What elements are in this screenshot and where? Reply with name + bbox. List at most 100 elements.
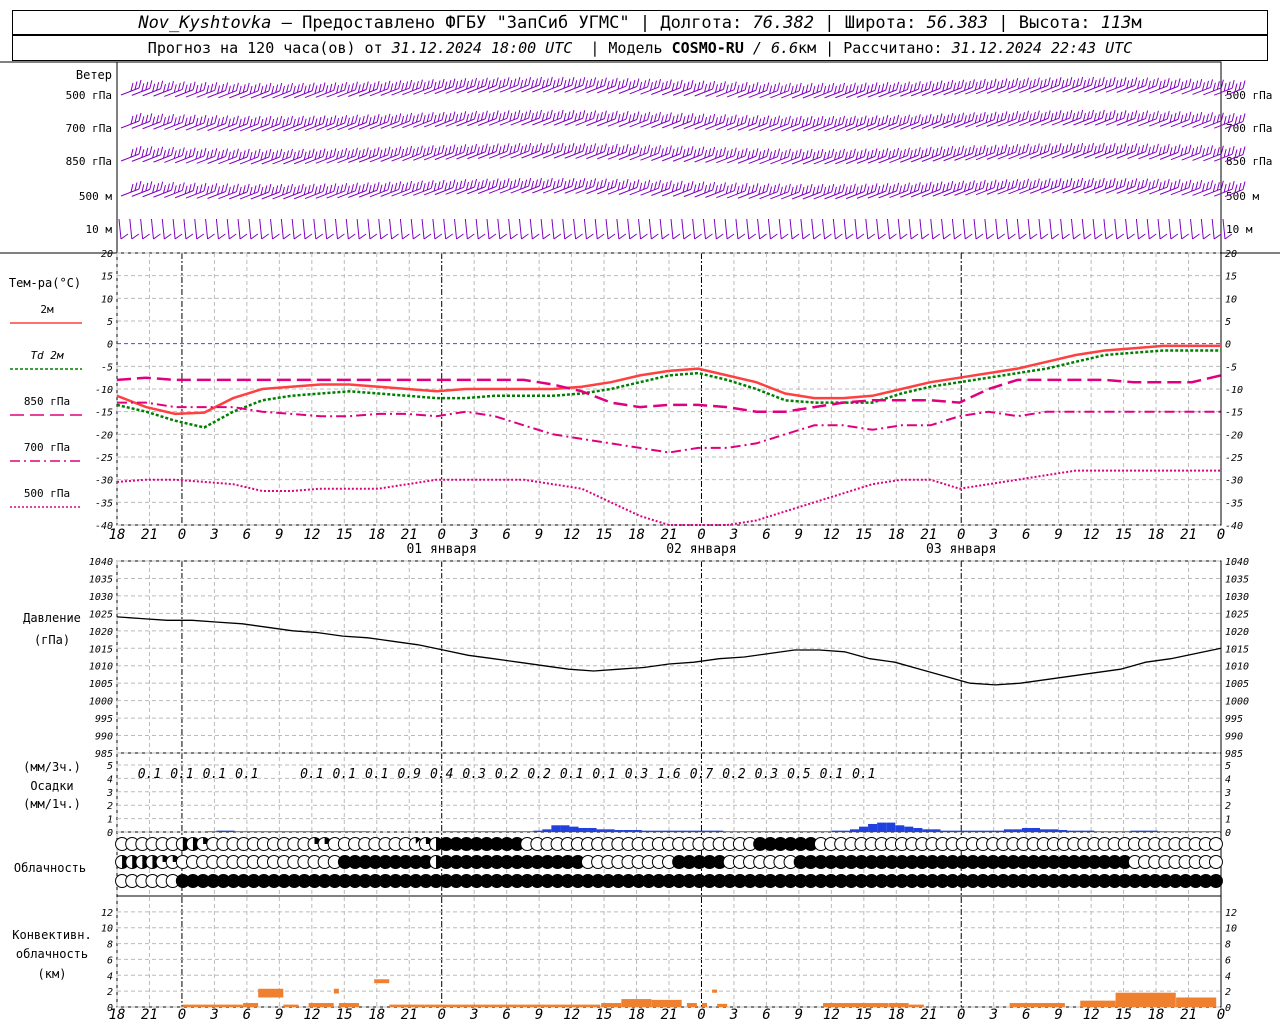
wind-barb-feather — [380, 233, 389, 240]
wind-barb-feather — [714, 117, 718, 126]
model-resolution-unit: км — [798, 39, 817, 57]
wind-barb-feather — [1039, 113, 1043, 122]
wind-barb-feather — [866, 85, 870, 94]
wind-barb-feather — [567, 78, 571, 87]
wind-barb — [824, 123, 843, 132]
wind-barb-feather — [1162, 145, 1166, 154]
precip-bar — [1121, 831, 1131, 832]
wind-level-label-right: 850 гПа — [1226, 155, 1272, 168]
wind-barb-feather — [1227, 114, 1231, 123]
wind-barb — [1116, 84, 1135, 93]
wind-barb-feather — [279, 183, 283, 193]
wind-barb-feather — [203, 81, 207, 91]
wind-barb-feather — [1238, 81, 1242, 91]
wind-barb-feather — [978, 146, 982, 155]
wind-barb-feather — [1173, 145, 1177, 155]
wind-barb-feather — [1137, 181, 1141, 190]
wind-barb-feather — [982, 179, 986, 189]
wind-barb — [835, 156, 854, 165]
precip-bar — [632, 829, 642, 832]
x-tick-label: 21 — [141, 527, 158, 543]
wind-barb — [954, 86, 973, 95]
wind-barb-feather — [268, 82, 272, 92]
wind-barb-feather — [759, 233, 767, 240]
x-tick-label: 12 — [563, 1007, 580, 1023]
wind-barb-feather — [415, 81, 419, 90]
wind-barb — [391, 87, 410, 96]
wind-barb-feather — [275, 117, 279, 126]
wind-barb — [367, 218, 371, 240]
wind-barb-feather — [618, 233, 627, 240]
wind-barb — [153, 189, 172, 198]
wind-barb-feather — [628, 114, 632, 123]
wind-barb — [716, 190, 735, 199]
wind-barb — [410, 218, 414, 240]
wind-barb — [908, 218, 912, 240]
wind-barb — [757, 218, 761, 240]
wind-barb-feather — [509, 146, 513, 155]
wind-barb — [835, 191, 854, 200]
wind-barb-feather — [415, 147, 419, 156]
wind-barb-feather — [1210, 112, 1214, 121]
wind-barb — [995, 218, 999, 240]
wind-barb — [402, 153, 421, 162]
wind-barb-feather — [632, 79, 636, 89]
wind-barb — [488, 185, 508, 194]
wind-barb — [1127, 151, 1146, 160]
wind-barb-feather — [1148, 233, 1157, 240]
wind-barb-feather — [733, 114, 737, 123]
wind-barb — [997, 85, 1016, 94]
wind-barb-feather — [1224, 233, 1233, 240]
wind-barb — [1127, 85, 1146, 94]
wind-barb — [174, 155, 194, 164]
wind-barb-feather — [848, 185, 852, 194]
wind-barb-feather — [563, 80, 567, 89]
wind-barb-feather — [235, 148, 239, 157]
wind-barb — [962, 218, 966, 240]
wind-barb-feather — [1155, 143, 1159, 152]
wind-barb-feather — [184, 185, 188, 194]
wind-barb-feather — [1231, 181, 1235, 190]
wind-barb-feather — [538, 142, 542, 152]
temp-tick-label: -35 — [95, 498, 113, 509]
wind-barb-feather — [1169, 114, 1173, 123]
wind-barb-feather — [484, 143, 488, 152]
wind-barb — [1029, 117, 1049, 126]
wind-barb — [207, 123, 226, 131]
wind-barb — [1051, 117, 1071, 126]
wind-barb-feather — [134, 114, 138, 123]
temp-tick-label: -10 — [95, 385, 113, 396]
wind-barb-feather — [755, 82, 759, 91]
wind-barb-feather — [701, 113, 705, 122]
wind-barb — [1073, 185, 1092, 194]
wind-barb-feather — [409, 180, 413, 190]
wind-barb — [597, 118, 616, 127]
wind-barb-feather — [920, 149, 924, 159]
wind-barb — [1203, 120, 1222, 129]
wind-barb-feather — [455, 81, 459, 90]
precip-bar — [234, 831, 244, 832]
wind-barb — [661, 153, 681, 162]
wind-barb-feather — [530, 180, 534, 190]
wind-barb-feather — [805, 117, 809, 126]
wind-barb-feather — [502, 179, 506, 188]
precip-bar — [488, 831, 498, 832]
wind-barb — [445, 118, 464, 127]
wind-barb-feather — [931, 83, 935, 92]
wind-barb — [1006, 218, 1010, 240]
wind-barb-feather — [445, 233, 453, 240]
wind-barb — [1008, 186, 1027, 195]
calc-time: 31.12.2024 22:43 UTC — [951, 39, 1133, 57]
wind-barb-feather — [1076, 78, 1080, 87]
wind-barb-feather — [282, 118, 286, 128]
precip-bar — [460, 831, 470, 832]
wind-barb-feather — [498, 113, 502, 122]
wind-barb-feather — [444, 114, 448, 123]
wind-barb — [1127, 186, 1146, 195]
wind-barb — [239, 90, 259, 99]
wind-barb-feather — [809, 183, 813, 193]
wind-barb-feather — [935, 182, 939, 192]
wind-barb — [1170, 187, 1190, 196]
wind-barb-feather — [647, 179, 651, 188]
wind-barb-feather — [1028, 113, 1032, 122]
